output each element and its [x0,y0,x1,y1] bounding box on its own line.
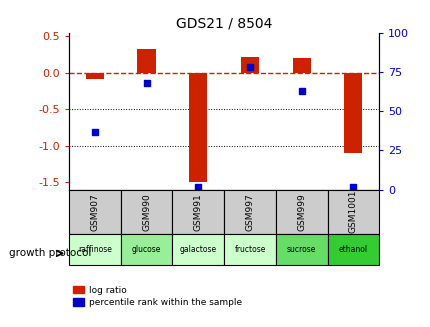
Bar [344,73,362,153]
Text: glucose: glucose [132,245,161,254]
FancyBboxPatch shape [275,234,327,265]
FancyBboxPatch shape [120,234,172,265]
Text: GSM999: GSM999 [297,193,305,231]
FancyBboxPatch shape [69,234,120,265]
Point [246,65,253,70]
FancyBboxPatch shape [327,234,378,265]
Point [349,184,356,189]
Text: GSM1001: GSM1001 [348,190,357,233]
Bar [137,49,155,73]
Text: GSM991: GSM991 [194,193,202,231]
Point [143,80,150,86]
Text: fructose: fructose [234,245,265,254]
Bar [292,58,310,73]
FancyBboxPatch shape [224,234,275,265]
Legend: log ratio, percentile rank within the sample: log ratio, percentile rank within the sa… [73,286,241,307]
FancyBboxPatch shape [172,190,224,234]
Bar [86,73,104,79]
FancyBboxPatch shape [172,234,224,265]
Text: GSM990: GSM990 [142,193,150,231]
Bar [189,73,207,182]
Text: growth protocol: growth protocol [9,249,91,258]
Text: GSM997: GSM997 [245,193,254,231]
FancyBboxPatch shape [327,190,378,234]
FancyBboxPatch shape [275,190,327,234]
Bar [240,57,258,73]
Point [194,184,201,189]
Text: raffinose: raffinose [78,245,111,254]
Point [91,129,98,134]
FancyBboxPatch shape [120,190,172,234]
Text: GSM907: GSM907 [90,193,99,231]
Point [298,88,304,94]
FancyBboxPatch shape [224,190,275,234]
FancyBboxPatch shape [69,190,120,234]
Title: GDS21 / 8504: GDS21 / 8504 [175,16,272,30]
Text: galactose: galactose [179,245,216,254]
Text: sucrose: sucrose [286,245,316,254]
Text: ethanol: ethanol [338,245,367,254]
